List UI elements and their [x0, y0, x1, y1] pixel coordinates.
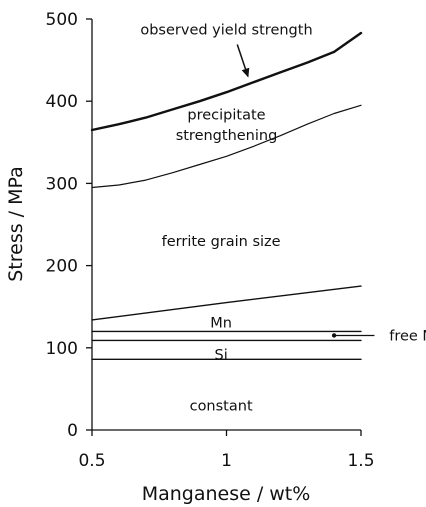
annotation-label: free N: [389, 328, 426, 344]
y-tick-label: 300: [46, 174, 78, 194]
annotation-label: precipitate: [187, 107, 265, 123]
series-line-total: [90, 31, 363, 132]
series-line-precipitate-top: [91, 104, 362, 189]
axes: 0 100 200 300 400 500 0.5 1 1.5: [46, 10, 375, 471]
annotation-label: Mn: [210, 315, 232, 331]
annotation-label: ferrite grain size: [162, 234, 281, 250]
y-tick-label: 100: [46, 339, 78, 359]
y-axis-title: Stress / MPa: [5, 166, 27, 282]
annotation-arrow: [236, 44, 250, 78]
x-tick-label: 0.5: [78, 451, 105, 471]
x-tick-label: 1.5: [347, 451, 374, 471]
series-line-grain-top: [91, 285, 362, 321]
annotations-group: observed yield strength precipitate streng…: [140, 23, 426, 415]
y-tick-label: 200: [46, 257, 78, 277]
y-tick-label: 500: [46, 10, 78, 30]
y-tick-label: 0: [67, 421, 78, 441]
series-group: [90, 31, 363, 360]
annotation-label: Si: [215, 347, 228, 363]
x-axis-title: Manganese / wt%: [142, 483, 311, 505]
x-tick-label: 1: [221, 451, 232, 471]
annotation-label: observed yield strength: [140, 23, 312, 39]
annotation-label: constant: [190, 398, 253, 414]
annotation-label: strengthening: [176, 128, 278, 144]
y-tick-label: 400: [46, 92, 78, 112]
free-n-dot: [331, 333, 337, 338]
